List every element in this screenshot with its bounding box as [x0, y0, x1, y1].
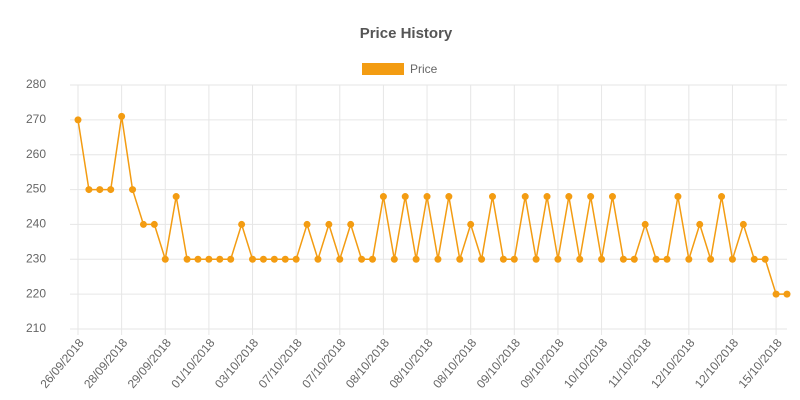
- x-tick-label: 09/10/2018: [517, 336, 567, 391]
- data-point: [696, 220, 704, 228]
- data-point: [619, 255, 627, 263]
- x-tick-label: 08/10/2018: [430, 336, 480, 391]
- data-point: [772, 290, 780, 298]
- data-point: [543, 193, 551, 201]
- data-point: [598, 255, 606, 263]
- x-tick-label: 29/09/2018: [125, 336, 175, 391]
- data-point: [216, 255, 224, 263]
- data-point: [521, 193, 529, 201]
- data-point: [303, 220, 311, 228]
- price-line: [77, 116, 787, 295]
- data-point: [314, 255, 322, 263]
- legend-label: Price: [410, 62, 438, 76]
- data-point: [761, 255, 769, 263]
- legend: Price: [362, 62, 438, 76]
- data-point: [783, 290, 791, 298]
- y-tick-label: 240: [26, 217, 46, 231]
- data-point: [325, 220, 333, 228]
- x-tick-label: 07/10/2018: [299, 336, 349, 391]
- data-point: [554, 255, 562, 263]
- data-point: [663, 255, 671, 263]
- data-point: [510, 255, 518, 263]
- data-point: [358, 255, 366, 263]
- data-point: [205, 255, 213, 263]
- data-point: [750, 255, 758, 263]
- data-point: [739, 220, 747, 228]
- data-point: [728, 255, 736, 263]
- x-tick-label: 01/10/2018: [168, 336, 218, 391]
- data-point: [576, 255, 584, 263]
- x-tick-label: 26/09/2018: [37, 336, 87, 391]
- data-point: [150, 220, 158, 228]
- data-point: [85, 186, 93, 194]
- x-tick-label: 08/10/2018: [386, 336, 436, 391]
- data-point: [434, 255, 442, 263]
- data-point: [587, 193, 595, 201]
- legend-swatch: [362, 63, 404, 75]
- data-point: [390, 255, 398, 263]
- data-point: [674, 193, 682, 201]
- data-point: [183, 255, 191, 263]
- data-point: [172, 193, 180, 201]
- x-tick-label: 28/09/2018: [81, 336, 131, 391]
- x-tick-label: 09/10/2018: [474, 336, 524, 391]
- data-point: [630, 255, 638, 263]
- x-tick-label: 07/10/2018: [256, 336, 306, 391]
- data-point: [118, 112, 126, 120]
- data-point: [238, 220, 246, 228]
- data-point: [641, 220, 649, 228]
- data-point: [270, 255, 278, 263]
- data-point: [281, 255, 289, 263]
- y-tick-label: 210: [26, 321, 46, 335]
- x-tick-label: 12/10/2018: [648, 336, 698, 391]
- data-point: [369, 255, 377, 263]
- data-point: [107, 186, 115, 194]
- y-tick-label: 230: [26, 251, 46, 265]
- data-point: [74, 116, 82, 124]
- data-point: [565, 193, 573, 201]
- y-tick-label: 220: [26, 286, 46, 300]
- data-point: [161, 255, 169, 263]
- x-tick-label: 10/10/2018: [561, 336, 611, 391]
- data-point: [488, 193, 496, 201]
- y-tick-label: 280: [26, 77, 46, 91]
- x-tick-label: 08/10/2018: [343, 336, 393, 391]
- x-tick-label: 12/10/2018: [692, 336, 742, 391]
- x-tick-label: 11/10/2018: [605, 336, 654, 391]
- y-tick-label: 260: [26, 147, 46, 161]
- data-point: [608, 193, 616, 201]
- data-point: [445, 193, 453, 201]
- y-tick-label: 270: [26, 112, 46, 126]
- data-point: [532, 255, 540, 263]
- data-point: [685, 255, 693, 263]
- data-point: [467, 220, 475, 228]
- data-point: [499, 255, 507, 263]
- data-point: [227, 255, 235, 263]
- data-point: [478, 255, 486, 263]
- data-point: [139, 220, 147, 228]
- data-point: [379, 193, 387, 201]
- data-point: [259, 255, 267, 263]
- data-point: [401, 193, 409, 201]
- data-point: [292, 255, 300, 263]
- data-point: [249, 255, 257, 263]
- data-point: [652, 255, 660, 263]
- data-point: [423, 193, 431, 201]
- chart-title: Price History: [360, 25, 453, 42]
- data-point: [707, 255, 715, 263]
- data-point: [412, 255, 420, 263]
- data-point: [96, 186, 104, 194]
- data-point: [129, 186, 137, 194]
- x-tick-label: 15/10/2018: [735, 336, 785, 391]
- data-point: [718, 193, 726, 201]
- data-point: [194, 255, 202, 263]
- y-tick-label: 250: [26, 182, 46, 196]
- data-point: [347, 220, 355, 228]
- data-point: [456, 255, 464, 263]
- x-tick-label: 03/10/2018: [212, 336, 262, 391]
- data-point: [336, 255, 344, 263]
